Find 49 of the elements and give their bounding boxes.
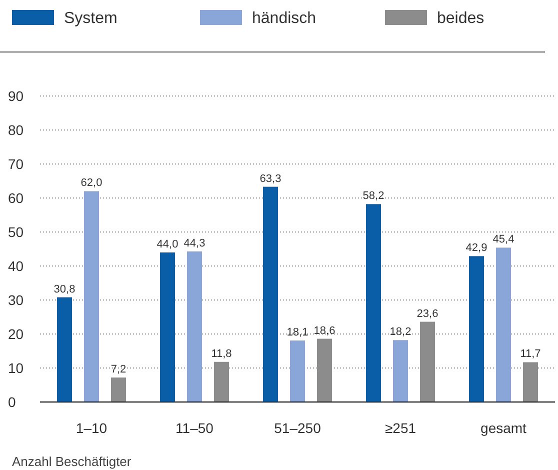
- y-tick-label: 40: [8, 258, 24, 274]
- bar: [317, 338, 332, 402]
- data-label: 30,8: [54, 283, 76, 296]
- y-tick-label: 20: [8, 326, 24, 342]
- data-label: 23,6: [416, 308, 438, 320]
- x-tick-label: gesamt: [480, 420, 527, 436]
- legend-label: beides: [437, 10, 484, 27]
- y-tick-label: 80: [8, 122, 24, 138]
- bar: [366, 204, 381, 402]
- data-label: 11,7: [520, 348, 541, 360]
- data-label: 44,3: [184, 237, 206, 250]
- data-label: 11,8: [211, 348, 232, 360]
- x-tick-label: 51–250: [274, 420, 322, 436]
- bar: [469, 256, 484, 402]
- y-tick-label: 0: [8, 394, 16, 410]
- data-label: 7,2: [110, 364, 126, 376]
- data-label: 18,6: [314, 324, 336, 337]
- y-tick-label: 50: [8, 224, 24, 240]
- legend-label: händisch: [252, 10, 316, 27]
- bar: [496, 248, 511, 402]
- data-label: 42,9: [466, 242, 488, 254]
- y-tick-label: 70: [8, 156, 24, 172]
- data-label: 44,0: [156, 238, 178, 250]
- y-tick-label: 90: [8, 88, 24, 104]
- bar: [214, 362, 229, 402]
- legend-label: System: [64, 10, 118, 27]
- data-label: 18,1: [286, 326, 308, 338]
- bar: [420, 322, 435, 402]
- bar: [57, 297, 72, 402]
- data-label: 45,4: [492, 234, 514, 246]
- bar: [290, 340, 305, 402]
- bar: [187, 251, 202, 402]
- bar: [523, 362, 538, 402]
- y-tick-label: 30: [8, 292, 24, 308]
- bar: [111, 378, 126, 402]
- bar: [263, 186, 278, 402]
- data-label: 63,3: [260, 172, 282, 185]
- data-label: 58,2: [362, 190, 384, 202]
- bar: [160, 252, 175, 402]
- x-tick-label: 11–50: [176, 420, 214, 436]
- x-tick-label: 1–10: [76, 420, 108, 436]
- x-axis-title: Anzahl Beschäftigter: [12, 454, 132, 469]
- x-tick-label: ≥251: [384, 420, 416, 436]
- bar: [84, 191, 99, 402]
- y-tick-label: 60: [8, 190, 24, 206]
- y-tick-label: 10: [8, 360, 24, 376]
- data-label: 62,0: [80, 177, 102, 190]
- bar: [393, 340, 408, 402]
- data-label: 18,2: [390, 326, 412, 338]
